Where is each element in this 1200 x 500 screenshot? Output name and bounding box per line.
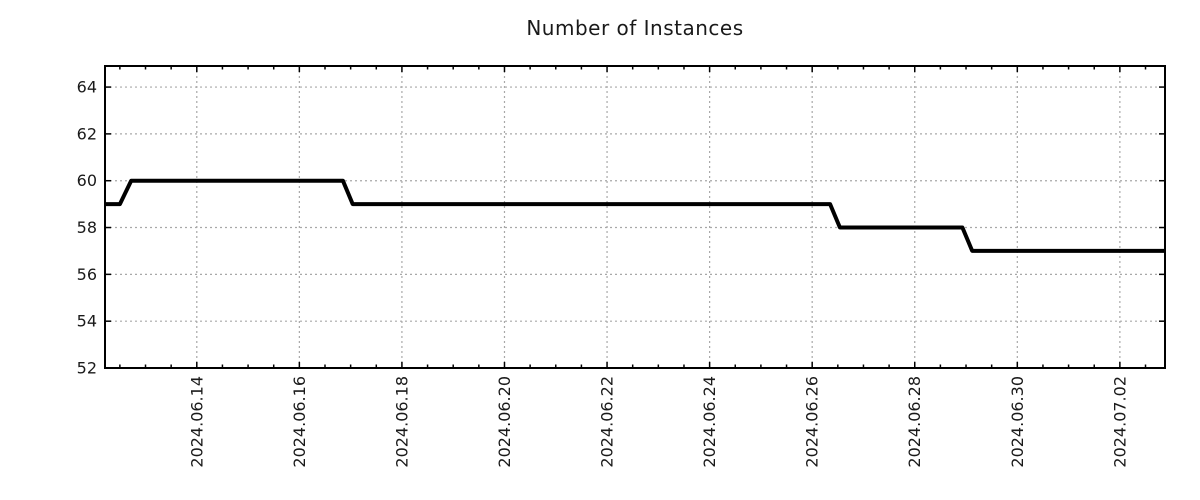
- x-tick-label: 2024.06.22: [598, 376, 617, 468]
- x-tick-label: 2024.06.14: [187, 376, 206, 468]
- x-tick-label: 2024.06.30: [1008, 376, 1027, 468]
- plot-border: [104, 65, 1166, 369]
- x-tick-label: 2024.06.24: [700, 376, 719, 468]
- gridlines: [105, 66, 1165, 368]
- x-tick-label: 2024.06.16: [290, 376, 309, 468]
- y-tick-label: 64: [77, 78, 97, 97]
- axis-ticks: [105, 66, 1165, 369]
- series-line: [105, 178, 1165, 253]
- chart-title: Number of Instances: [526, 16, 744, 40]
- y-tick-label: 52: [77, 359, 97, 378]
- border-rect: [104, 65, 1166, 369]
- x-tick-label: 2024.06.18: [392, 376, 411, 468]
- y-tick-label: 54: [77, 312, 97, 331]
- x-tick-label: 2024.07.02: [1110, 376, 1129, 468]
- y-tick-label: 58: [77, 218, 97, 237]
- x-tick-label: 2024.06.26: [803, 376, 822, 468]
- x-tick-label: 2024.06.20: [495, 376, 514, 468]
- data-line-instances: [105, 178, 1165, 253]
- axis-labels: 52 54 56 58 60 62 64 2024.06.14 2024.06.16 2024.0…: [77, 78, 1130, 468]
- y-tick-label: 62: [77, 124, 97, 143]
- y-tick-label: 56: [77, 265, 97, 284]
- x-tick-label: 2024.06.28: [905, 376, 924, 468]
- y-tick-label: 60: [77, 171, 97, 190]
